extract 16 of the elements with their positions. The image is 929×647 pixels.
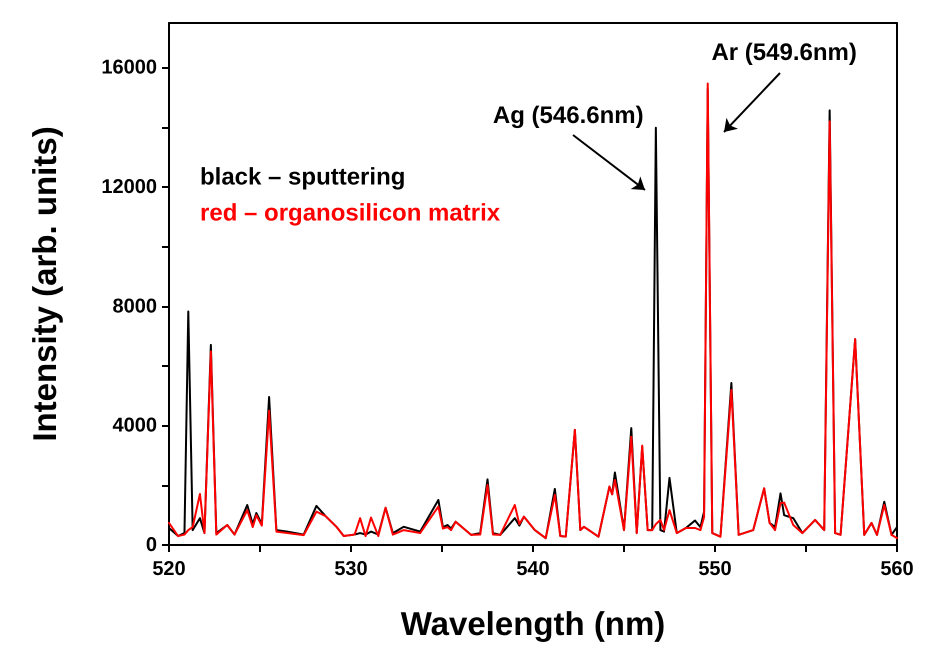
y-tick-label: 4000 xyxy=(112,414,157,437)
annotation: Ag (546.6nm) xyxy=(492,102,644,129)
text: black – sputtering xyxy=(200,164,406,190)
x-tick-label: 540 xyxy=(516,558,550,580)
y-tick-label: 8000 xyxy=(112,295,157,318)
y-tick-label: 16000 xyxy=(101,56,157,79)
x-axis-title: Wavelength (nm) xyxy=(400,605,666,642)
y-tick-label: 12000 xyxy=(101,176,157,198)
x-tick-label: 520 xyxy=(152,558,186,580)
annotation: Ar (549.6nm) xyxy=(711,39,857,66)
text: red – organosilicon matrix xyxy=(200,200,501,226)
x-tick-label: 560 xyxy=(880,558,914,580)
y-axis-title: Intensity (arb. units) xyxy=(26,126,63,442)
x-tick-label: 550 xyxy=(698,558,732,580)
x-tick-label: 530 xyxy=(334,558,368,580)
y-tick-label: 0 xyxy=(146,534,157,556)
